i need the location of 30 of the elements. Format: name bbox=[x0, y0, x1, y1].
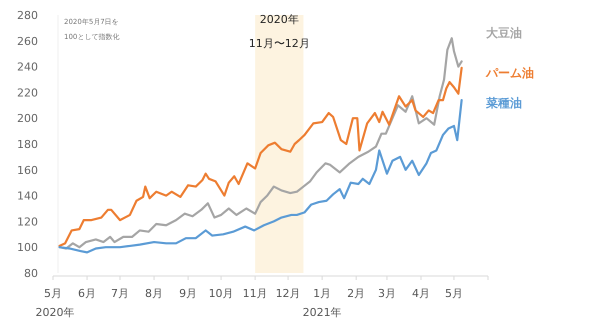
y-tick-label: 120 bbox=[17, 215, 38, 228]
y-tick-label: 260 bbox=[17, 34, 38, 48]
y-tick-label: 180 bbox=[17, 138, 38, 151]
text: 大豆油 bbox=[486, 26, 522, 40]
y-tick-label: 100 bbox=[17, 241, 38, 254]
x-tick-label: 12月 bbox=[276, 287, 301, 300]
text: 菜種油 bbox=[485, 96, 522, 110]
line-series bbox=[58, 66, 463, 248]
y-tick-label: 220 bbox=[17, 86, 38, 100]
x-tick-label: 3月 bbox=[378, 287, 396, 300]
x-tick-label: 6月 bbox=[78, 287, 96, 300]
band-label: 2020年 11月〜12月 bbox=[248, 13, 310, 50]
y-tick-label: 280 bbox=[17, 9, 38, 22]
x-tick-label: 7月 bbox=[111, 287, 130, 300]
y-tick-label: 80 bbox=[24, 267, 38, 280]
x-tick-label: 9月 bbox=[179, 287, 198, 300]
x-tick-label: 2月 bbox=[347, 287, 366, 300]
y-tick-label: 160 bbox=[17, 164, 38, 177]
x-tick-label: 1月 2021年 bbox=[302, 287, 342, 319]
text: パーム油 bbox=[485, 66, 534, 80]
y-tick-label: 200 bbox=[17, 112, 38, 126]
x-tick-label: 5月 bbox=[444, 287, 463, 300]
x-tick-label: 10月 bbox=[208, 287, 234, 300]
x-tick-label: 8月 bbox=[145, 287, 164, 300]
x-tick-label: 4月 bbox=[412, 287, 430, 300]
x-tick-label: 5月 2020年 bbox=[36, 287, 74, 319]
y-tick-label: 240 bbox=[17, 60, 38, 74]
y-tick-label: 140 bbox=[17, 190, 38, 203]
x-tick-label: 11月 bbox=[242, 287, 268, 300]
line-series bbox=[58, 99, 463, 254]
